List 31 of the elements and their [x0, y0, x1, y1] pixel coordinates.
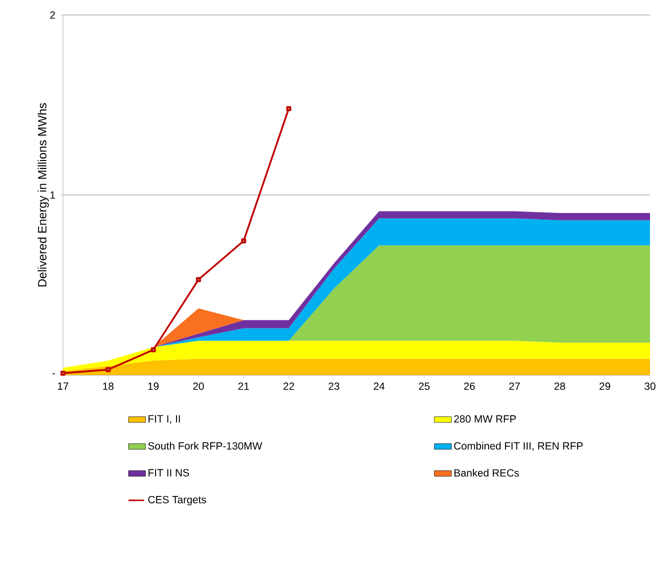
point	[60, 370, 66, 376]
point	[286, 106, 292, 112]
y-tick-label: 2	[50, 11, 55, 19]
legend-label: Combined FIT III, REN RFP	[454, 442, 583, 451]
y-tick-label: -	[52, 373, 56, 374]
y-axis-title: Delivered Energy in Millions MWhs	[38, 103, 49, 286]
point	[150, 347, 156, 352]
x-tick-label: 26	[464, 382, 475, 390]
x-tick-label: 24	[374, 382, 385, 390]
x-tick-label: 17	[58, 382, 68, 390]
x-tick-label: 21	[238, 382, 249, 390]
point	[106, 367, 111, 372]
x-tick-label: 19	[148, 382, 159, 390]
x-tick-label: 28	[554, 382, 566, 390]
legend-label: CES Targets	[148, 496, 206, 506]
legend-label: FIT II NS	[148, 469, 190, 476]
x-tick-label: 20	[193, 382, 204, 390]
x-tick-label: 30	[644, 382, 656, 390]
point	[241, 238, 246, 244]
x-tick-label: 23	[328, 382, 340, 390]
x-tick-label: 27	[509, 382, 520, 390]
x-tick-label: 29	[600, 382, 610, 390]
x-tick-label: 22	[283, 382, 294, 390]
x-tick-label: 25	[418, 382, 430, 390]
y-tick-label: 1	[50, 191, 55, 199]
legend-label: FIT I, II	[148, 415, 180, 424]
legend-label: 280 MW RFP	[454, 415, 516, 423]
legend-label: South Fork RFP-130MW	[148, 442, 262, 450]
legend-label: Banked RECs	[454, 468, 519, 477]
x-tick-label: 18	[103, 382, 114, 390]
point	[196, 277, 201, 282]
